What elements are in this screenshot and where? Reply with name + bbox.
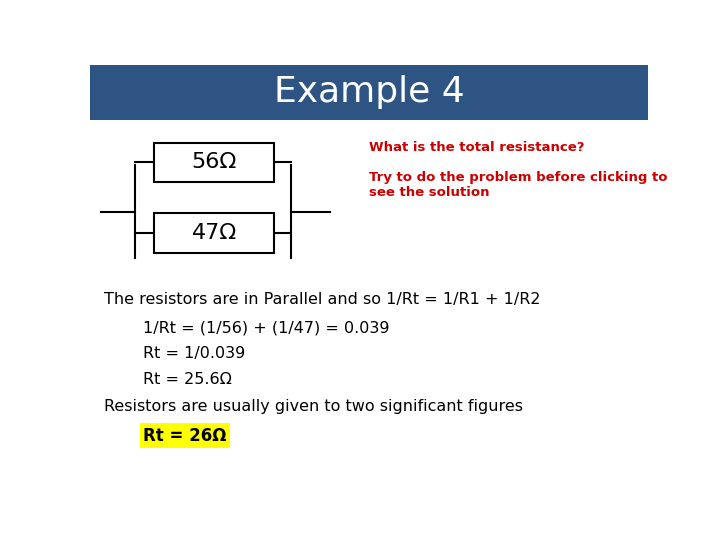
Text: The resistors are in Parallel and so 1/Rt = 1/R1 + 1/R2: The resistors are in Parallel and so 1/R… <box>104 292 541 307</box>
Bar <box>154 213 274 253</box>
Text: Rt = 26Ω: Rt = 26Ω <box>143 427 227 445</box>
Text: 56Ω: 56Ω <box>192 152 237 172</box>
Text: Try to do the problem before clicking to
see the solution: Try to do the problem before clicking to… <box>369 171 667 199</box>
Text: Rt = 25.6Ω: Rt = 25.6Ω <box>143 372 232 387</box>
Text: Resistors are usually given to two significant figures: Resistors are usually given to two signi… <box>104 399 523 414</box>
Bar <box>90 65 648 120</box>
Bar <box>154 143 274 182</box>
Text: 47Ω: 47Ω <box>192 223 237 243</box>
Text: Example 4: Example 4 <box>274 75 464 109</box>
Text: What is the total resistance?: What is the total resistance? <box>369 141 585 154</box>
Text: Rt = 1/0.039: Rt = 1/0.039 <box>143 346 246 361</box>
Text: 1/Rt = (1/56) + (1/47) = 0.039: 1/Rt = (1/56) + (1/47) = 0.039 <box>143 320 390 335</box>
